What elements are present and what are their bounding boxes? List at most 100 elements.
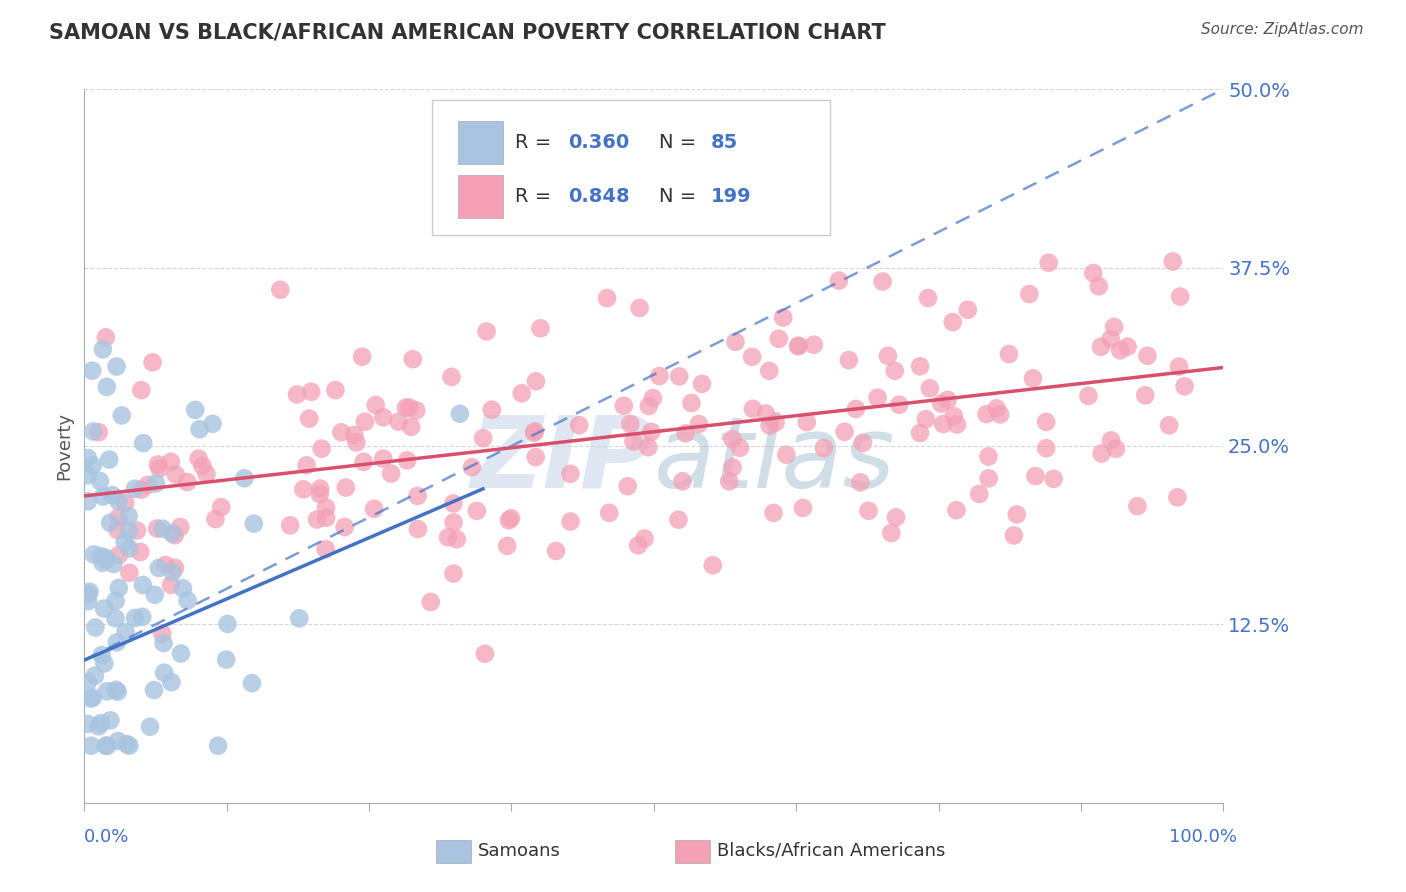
Point: [373, 410, 395, 425]
Point: [406, 522, 429, 536]
Point: [828, 274, 851, 288]
Point: [209, 500, 232, 514]
Point: [103, 557, 125, 571]
Point: [787, 339, 810, 353]
Point: [333, 520, 356, 534]
Point: [188, 422, 211, 436]
Point: [353, 455, 375, 469]
Point: [143, 683, 166, 698]
Point: [325, 383, 347, 397]
Point: [76, 717, 98, 731]
FancyBboxPatch shape: [458, 121, 503, 164]
Point: [568, 418, 591, 433]
Point: [83, 669, 105, 683]
Point: [627, 538, 650, 552]
Point: [84, 620, 107, 634]
Point: [936, 392, 959, 407]
Point: [172, 582, 194, 596]
Point: [344, 435, 367, 450]
Point: [1099, 332, 1122, 346]
Point: [146, 521, 169, 535]
Point: [1088, 279, 1111, 293]
Point: [87, 425, 110, 440]
Point: [118, 524, 141, 538]
Point: [499, 511, 522, 525]
Point: [107, 510, 129, 524]
Point: [89, 474, 111, 488]
Point: [91, 490, 114, 504]
Point: [162, 565, 184, 579]
Point: [872, 275, 894, 289]
Point: [132, 578, 155, 592]
Point: [100, 714, 122, 728]
Point: [115, 737, 138, 751]
Point: [560, 515, 582, 529]
Point: [465, 504, 488, 518]
Point: [131, 610, 153, 624]
Point: [87, 719, 110, 733]
Point: [295, 458, 318, 473]
Point: [648, 369, 671, 384]
Text: R =: R =: [515, 186, 557, 206]
Point: [1099, 434, 1122, 448]
Point: [758, 364, 780, 378]
Point: [741, 350, 763, 364]
Point: [721, 432, 744, 446]
Point: [1173, 379, 1195, 393]
Point: [1135, 388, 1157, 402]
Point: [866, 391, 889, 405]
Point: [619, 417, 641, 431]
Point: [155, 558, 177, 572]
Point: [104, 611, 127, 625]
Point: [335, 481, 357, 495]
Point: [998, 347, 1021, 361]
Point: [94, 330, 117, 344]
Point: [1102, 319, 1125, 334]
Point: [633, 532, 655, 546]
Point: [160, 578, 183, 592]
FancyBboxPatch shape: [432, 100, 831, 235]
Point: [437, 530, 460, 544]
Text: 85: 85: [711, 133, 738, 153]
Point: [204, 512, 226, 526]
Point: [118, 541, 141, 556]
Point: [637, 440, 659, 454]
Point: [1083, 266, 1105, 280]
Point: [125, 524, 148, 538]
Point: [908, 425, 931, 440]
Point: [76, 494, 98, 508]
Point: [613, 399, 636, 413]
Point: [976, 407, 998, 421]
Point: [690, 376, 713, 391]
Point: [105, 635, 128, 649]
Point: [150, 627, 173, 641]
Point: [82, 458, 104, 473]
Point: [354, 415, 377, 429]
Point: [1161, 254, 1184, 268]
Point: [107, 494, 129, 508]
Point: [461, 460, 484, 475]
Point: [441, 496, 464, 510]
Point: [94, 739, 117, 753]
Point: [93, 601, 115, 615]
Point: [105, 359, 128, 374]
Point: [1035, 442, 1057, 456]
Text: R =: R =: [515, 133, 557, 153]
Point: [98, 516, 121, 530]
Point: [1126, 499, 1149, 513]
Point: [1116, 340, 1139, 354]
Point: [380, 467, 402, 481]
Point: [772, 310, 794, 325]
Point: [152, 522, 174, 536]
Point: [309, 482, 332, 496]
Point: [195, 467, 218, 481]
Point: [616, 479, 638, 493]
Point: [240, 676, 263, 690]
Point: [191, 458, 214, 473]
Point: [917, 291, 939, 305]
Point: [143, 588, 166, 602]
Point: [560, 467, 582, 481]
Point: [299, 384, 322, 399]
Point: [96, 684, 118, 698]
Point: [977, 471, 1000, 485]
